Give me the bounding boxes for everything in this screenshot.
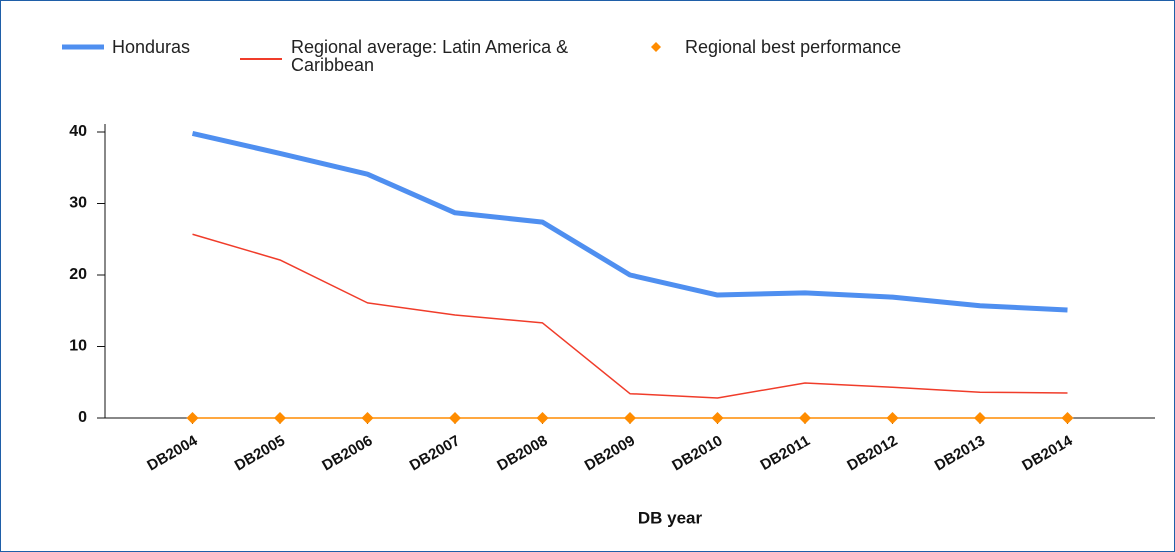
x-tick-label: DB2013 (932, 432, 988, 474)
x-tick-label: DB2010 (669, 432, 725, 474)
y-tick-label: 40 (69, 123, 87, 140)
series-line (192, 233, 1068, 399)
marker (886, 412, 899, 424)
x-tick-label: DB2005 (232, 432, 288, 474)
x-axis-title: DB year (638, 508, 703, 527)
x-tick-label: DB2012 (844, 432, 900, 474)
marker (361, 412, 374, 424)
marker (536, 412, 549, 424)
marker (799, 412, 811, 424)
marker (274, 412, 286, 424)
legend-label: Regional average: Latin America & Caribb… (291, 37, 569, 75)
series-line (191, 130, 1068, 313)
y-tick-label: 10 (69, 338, 87, 355)
legend-marker (651, 42, 661, 52)
marker (974, 412, 986, 424)
y-tick-label: 20 (69, 266, 87, 283)
marker (624, 412, 636, 424)
x-tick-label: DB2006 (319, 432, 375, 474)
x-tick-label: DB2014 (1019, 432, 1076, 475)
y-tick-label: 30 (69, 195, 87, 212)
x-tick-label: DB2004 (144, 432, 201, 475)
marker (186, 412, 199, 424)
x-tick-label: DB2011 (758, 432, 813, 474)
x-tick-label: DB2009 (582, 432, 638, 474)
marker (711, 412, 724, 424)
legend-label: Honduras (112, 37, 191, 57)
y-tick-label: 0 (78, 409, 87, 426)
x-tick-label: DB2007 (407, 432, 463, 474)
legend-label: Regional best performance (685, 37, 902, 57)
x-tick-label: DB2008 (494, 432, 550, 474)
marker (1061, 412, 1074, 424)
marker (449, 412, 461, 424)
